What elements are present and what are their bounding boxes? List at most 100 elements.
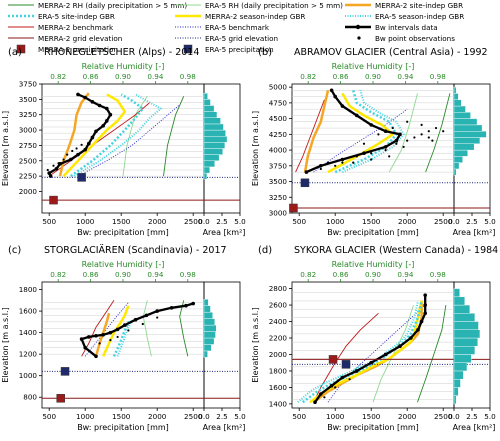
rh-tick-label: 0.82 — [300, 72, 316, 81]
bw-point-observation — [341, 161, 344, 164]
bw-interval-point — [133, 317, 138, 322]
panel-label: (c) — [8, 245, 21, 256]
y-tick-label: 2200 — [269, 334, 288, 343]
merra-precipitation-marker — [56, 394, 65, 403]
bw-point-observation — [395, 142, 398, 145]
hist-bar — [203, 305, 211, 313]
legend-label: ERA-5 RH (daily precipitation > 5 mm) — [205, 1, 343, 10]
bw-interval-point — [101, 332, 105, 337]
bw-point-observation — [434, 126, 438, 130]
legend-label: ERA-5 season-indep GBR — [375, 12, 464, 21]
bw-interval-point — [369, 123, 374, 127]
merra-rh-line — [417, 305, 447, 403]
hist-bar — [453, 288, 460, 298]
bw-interval-point — [123, 323, 127, 327]
hist-bar — [453, 313, 476, 322]
bw-interval-point — [105, 119, 109, 123]
hist-bar — [453, 304, 471, 314]
hist-bar — [203, 331, 216, 339]
legend: MERRA-2 RH (daily precipitation > 5 mm) E… — [8, 1, 464, 54]
hist-tick-label: 5.0 — [234, 217, 246, 226]
bw-point-observation — [388, 155, 391, 158]
y-tick-label: 1800 — [269, 366, 288, 375]
hist-bar — [203, 105, 215, 112]
y-tick-label: 4250 — [269, 130, 288, 139]
bw-interval-point — [90, 135, 95, 140]
panel-label: (a) — [8, 47, 22, 58]
merra-precipitation-marker — [49, 195, 58, 205]
legend-item: MERRA-2 site-indep GBR — [345, 1, 463, 10]
y-axis-label: Elevation [m a.s.l.] — [251, 307, 260, 382]
hist-tick-label: 5.0 — [484, 217, 496, 226]
x-tick-label: 2500 — [434, 412, 453, 421]
bw-point-observation — [352, 161, 355, 164]
x-axis-label: Bw: precipitation [mm] — [77, 228, 169, 237]
bw-point-observation — [384, 148, 387, 152]
bw-interval-point — [355, 113, 359, 118]
y-tick-label: 4750 — [269, 98, 288, 107]
hist-bar — [203, 299, 209, 306]
bw-point-observation — [377, 133, 380, 136]
bw-point-observation — [98, 342, 101, 345]
x-tick-label: 500 — [292, 412, 306, 421]
hist-tick-label: 2.5 — [216, 412, 227, 421]
bw-interval-point — [329, 383, 334, 388]
bw-point-observation — [80, 143, 83, 146]
bw-interval-point — [416, 327, 420, 332]
merra-precipitation-marker — [289, 203, 298, 213]
bw-point-observation — [52, 164, 55, 167]
rh-tick-label: 0.98 — [180, 72, 196, 81]
bw-interval-point — [362, 151, 366, 156]
hist-tick-label: 0.0 — [198, 412, 210, 421]
y-tick-label: 2400 — [269, 317, 288, 326]
x-tick-label: 1500 — [112, 412, 131, 421]
bw-interval-point — [423, 311, 428, 316]
bw-interval-point — [87, 335, 91, 339]
bw-interval-point — [108, 112, 113, 117]
bw-interval-point — [79, 337, 84, 341]
bw-interval-point — [409, 336, 413, 340]
x-tick-label: 1500 — [362, 217, 381, 226]
bw-interval-point — [169, 306, 174, 310]
plot-area — [292, 88, 454, 174]
bw-interval-point — [184, 303, 188, 308]
rh-tick-label: 0.90 — [115, 72, 131, 81]
merra-rh-line — [163, 96, 185, 177]
bw-interval-point — [319, 164, 323, 168]
bw-interval-point — [155, 309, 159, 313]
y-tick-label: 3750 — [269, 161, 288, 170]
legend-item: MERRA-2 precipitation — [16, 44, 118, 54]
bw-point-observation — [370, 152, 373, 155]
legend-label: ERA-5 precipitation — [205, 45, 274, 54]
hist-bar — [453, 99, 462, 107]
y-tick-label: 2800 — [269, 284, 288, 293]
x-tick-label: 2500 — [184, 412, 203, 421]
hist-bar — [203, 136, 228, 143]
hist-bar — [203, 318, 216, 326]
merra-site-indep-line — [94, 312, 111, 357]
rh-tick-label: 0.86 — [333, 270, 349, 279]
era-benchmark-line — [84, 302, 129, 357]
panel-title: RHONEGLETSCHER (Alps) - 2014 — [44, 47, 199, 58]
y-tick-label: 3500 — [269, 177, 288, 186]
rh-axis-label: Relative Humidity [-] — [82, 62, 165, 71]
merra-season-indep-line — [62, 93, 127, 177]
merra-benchmark-line — [48, 102, 151, 177]
bw-interval-point — [191, 301, 195, 306]
y-tick-label: 1400 — [269, 399, 288, 408]
hist-bar — [203, 337, 215, 345]
bw-point-observation — [156, 316, 159, 319]
y-tick-label: 2600 — [269, 301, 288, 310]
y-axis-label: Elevation [m a.s.l.] — [1, 111, 10, 186]
hist-bar — [453, 105, 466, 113]
merra-site-indep-line — [303, 90, 330, 173]
x-tick-label: 2000 — [398, 412, 417, 421]
bw-interval-point — [115, 327, 120, 332]
bw-interval-point — [383, 145, 388, 149]
x-tick-label: 2000 — [148, 412, 167, 421]
y-tick-label: 5000 — [269, 83, 288, 92]
bw-point-observation — [62, 158, 65, 161]
legend-label: Bw intervals data — [375, 23, 438, 32]
hist-bar — [203, 160, 216, 168]
bw-interval-point — [105, 106, 109, 111]
